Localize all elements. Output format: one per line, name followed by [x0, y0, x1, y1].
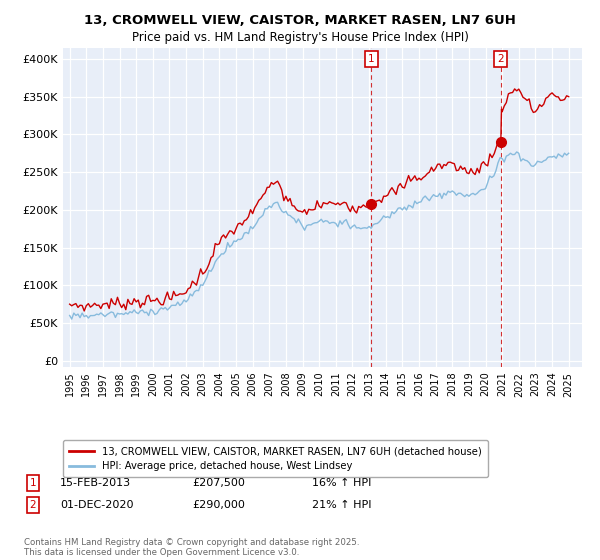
Legend: 13, CROMWELL VIEW, CAISTOR, MARKET RASEN, LN7 6UH (detached house), HPI: Average: 13, CROMWELL VIEW, CAISTOR, MARKET RASEN… [63, 440, 488, 478]
Text: 13, CROMWELL VIEW, CAISTOR, MARKET RASEN, LN7 6UH: 13, CROMWELL VIEW, CAISTOR, MARKET RASEN… [84, 14, 516, 27]
Text: 1: 1 [29, 478, 37, 488]
Text: 2: 2 [497, 54, 504, 64]
Text: 01-DEC-2020: 01-DEC-2020 [60, 500, 133, 510]
Text: Price paid vs. HM Land Registry's House Price Index (HPI): Price paid vs. HM Land Registry's House … [131, 31, 469, 44]
Text: £290,000: £290,000 [192, 500, 245, 510]
Text: 15-FEB-2013: 15-FEB-2013 [60, 478, 131, 488]
Text: 21% ↑ HPI: 21% ↑ HPI [312, 500, 371, 510]
Text: 16% ↑ HPI: 16% ↑ HPI [312, 478, 371, 488]
Text: £207,500: £207,500 [192, 478, 245, 488]
Text: 1: 1 [368, 54, 374, 64]
Text: 2: 2 [29, 500, 37, 510]
Text: Contains HM Land Registry data © Crown copyright and database right 2025.
This d: Contains HM Land Registry data © Crown c… [24, 538, 359, 557]
